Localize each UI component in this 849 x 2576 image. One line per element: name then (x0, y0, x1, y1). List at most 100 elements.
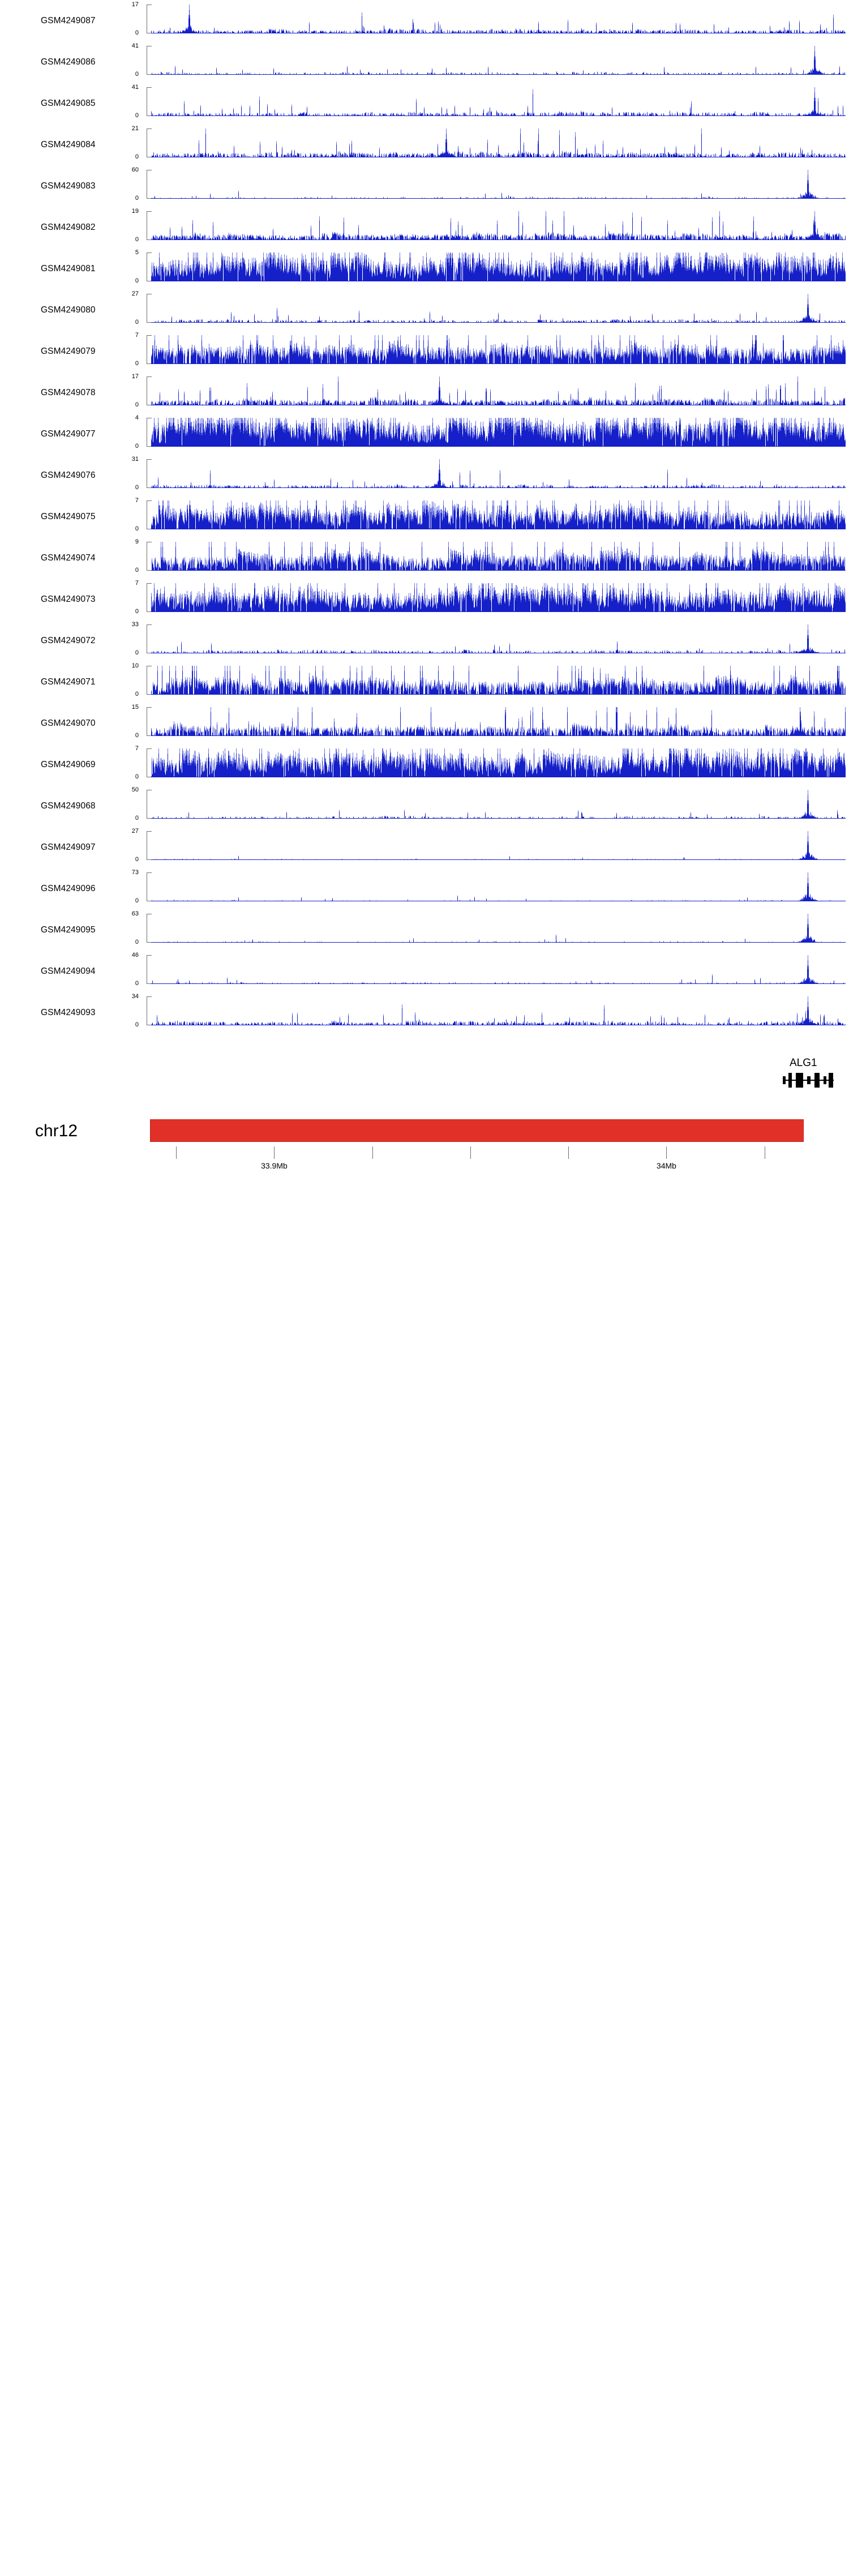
track-label[interactable]: GSM4249083 (41, 181, 96, 191)
axis-ruler (147, 624, 152, 653)
axis-ruler (147, 87, 152, 116)
track-label[interactable]: GSM4249075 (41, 511, 96, 521)
track-label[interactable]: GSM4249071 (41, 677, 96, 687)
track-plot[interactable]: 19 0 (132, 207, 849, 248)
track-plot[interactable]: 27 0 (132, 289, 849, 331)
track-label[interactable]: GSM4249076 (41, 470, 96, 480)
track-label[interactable]: GSM4249094 (41, 966, 96, 976)
track-row: GSM4249075 7 0 (0, 496, 849, 537)
track-plot[interactable]: 33 0 (132, 620, 849, 661)
signal-histogram (151, 914, 846, 943)
track-label-cell: GSM4249093 (0, 992, 139, 1033)
track-label[interactable]: GSM4249093 (41, 1007, 96, 1017)
track-label[interactable]: GSM4249081 (41, 263, 96, 273)
axis-max-label: 4 (135, 414, 139, 421)
track-row: GSM4249097 27 0 (0, 827, 849, 868)
axis-min-label: 0 (135, 691, 139, 698)
track-row: GSM4249073 7 0 (0, 579, 849, 620)
track-label[interactable]: GSM4249079 (41, 346, 96, 356)
signal-histogram (151, 666, 846, 695)
track-row: GSM4249077 4 0 (0, 413, 849, 455)
signal-area (151, 418, 846, 447)
track-label[interactable]: GSM4249072 (41, 635, 96, 645)
gene-exon-block (796, 1073, 803, 1088)
track-label[interactable]: GSM4249087 (41, 15, 96, 25)
track-plot[interactable]: 50 0 (132, 785, 849, 827)
gene-name-label[interactable]: ALG1 (790, 1057, 817, 1069)
track-plot[interactable]: 31 0 (132, 455, 849, 496)
axis-max-label: 10 (131, 662, 139, 669)
axis-min-label: 0 (135, 939, 139, 945)
track-label[interactable]: GSM4249077 (41, 429, 96, 439)
axis-max-label: 7 (135, 332, 139, 339)
axis-ruler (147, 294, 152, 323)
track-row: GSM4249068 50 0 (0, 785, 849, 827)
track-row: GSM4249071 10 0 (0, 661, 849, 703)
track-label[interactable]: GSM4249069 (41, 759, 96, 769)
ruler-tick (372, 1146, 373, 1159)
axis-max-label: 21 (131, 125, 139, 132)
track-plot[interactable]: 60 0 (132, 165, 849, 207)
track-plot[interactable]: 34 0 (132, 992, 849, 1033)
axis-ruler (147, 5, 152, 33)
axis-ruler (147, 170, 152, 199)
track-row: GSM4249095 63 0 (0, 909, 849, 951)
track-label[interactable]: GSM4249086 (41, 57, 96, 67)
gene-model[interactable] (783, 1073, 834, 1088)
track-label-cell: GSM4249082 (0, 207, 139, 248)
signal-histogram (151, 831, 846, 860)
axis-ruler (147, 129, 152, 157)
track-label[interactable]: GSM4249080 (41, 305, 96, 315)
track-plot[interactable]: 63 0 (132, 909, 849, 951)
axis-max-label: 46 (131, 952, 139, 958)
signal-area (151, 46, 846, 75)
track-plot[interactable]: 41 0 (132, 41, 849, 83)
signal-histogram (151, 790, 846, 819)
track-label[interactable]: GSM4249078 (41, 387, 96, 397)
track-label[interactable]: GSM4249070 (41, 718, 96, 728)
track-plot[interactable]: 10 0 (132, 661, 849, 703)
axis-max-label: 19 (131, 208, 139, 215)
signal-histogram (151, 583, 846, 612)
track-label[interactable]: GSM4249085 (41, 98, 96, 108)
track-plot[interactable]: 17 0 (132, 372, 849, 413)
track-row: GSM4249081 5 0 (0, 248, 849, 289)
track-label[interactable]: GSM4249082 (41, 222, 96, 232)
track-label[interactable]: GSM4249074 (41, 553, 96, 563)
track-row: GSM4249084 21 0 (0, 124, 849, 165)
ruler-tick (666, 1146, 667, 1159)
track-label-cell: GSM4249086 (0, 41, 139, 83)
chromosome-bar[interactable] (150, 1119, 804, 1142)
track-label-cell: GSM4249081 (0, 248, 139, 289)
track-plot[interactable]: 73 0 (132, 868, 849, 909)
track-label[interactable]: GSM4249096 (41, 883, 96, 893)
signal-area (151, 831, 846, 860)
signal-histogram (151, 253, 846, 281)
axis-min-label: 0 (135, 153, 139, 160)
axis-min-label: 0 (135, 608, 139, 615)
signal-histogram (151, 459, 846, 488)
track-label[interactable]: GSM4249068 (41, 801, 96, 811)
track-plot[interactable]: 15 0 (132, 703, 849, 744)
track-plot[interactable]: 21 0 (132, 124, 849, 165)
signal-area (151, 253, 846, 281)
track-plot[interactable]: 27 0 (132, 827, 849, 868)
track-plot[interactable]: 46 0 (132, 951, 849, 992)
signal-histogram (151, 418, 846, 447)
track-plot[interactable]: 17 0 (132, 0, 849, 41)
axis-min-label: 0 (135, 71, 139, 78)
track-label[interactable]: GSM4249073 (41, 594, 96, 604)
track-label[interactable]: GSM4249097 (41, 842, 96, 852)
track-label[interactable]: GSM4249095 (41, 925, 96, 935)
track-label[interactable]: GSM4249084 (41, 139, 96, 149)
track-plot[interactable]: 41 0 (132, 83, 849, 124)
chromosome-label: chr12 (35, 1122, 78, 1140)
track-row: GSM4249096 73 0 (0, 868, 849, 909)
